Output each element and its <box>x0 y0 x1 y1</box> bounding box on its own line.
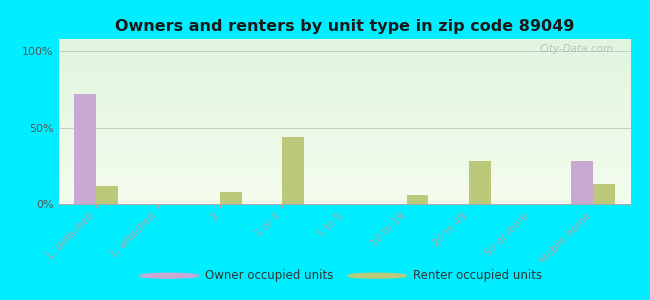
Bar <box>220 192 242 204</box>
Text: Owner occupied units: Owner occupied units <box>205 269 333 282</box>
Bar <box>593 184 615 204</box>
Bar <box>469 161 491 204</box>
Bar <box>571 161 593 204</box>
Circle shape <box>348 273 406 278</box>
Bar <box>407 195 428 204</box>
Text: Renter occupied units: Renter occupied units <box>413 269 542 282</box>
Title: Owners and renters by unit type in zip code 89049: Owners and renters by unit type in zip c… <box>115 19 574 34</box>
Bar <box>74 94 96 204</box>
Bar <box>96 186 118 204</box>
Bar <box>282 137 304 204</box>
Circle shape <box>140 273 198 278</box>
Text: City-Data.com: City-Data.com <box>540 44 614 54</box>
